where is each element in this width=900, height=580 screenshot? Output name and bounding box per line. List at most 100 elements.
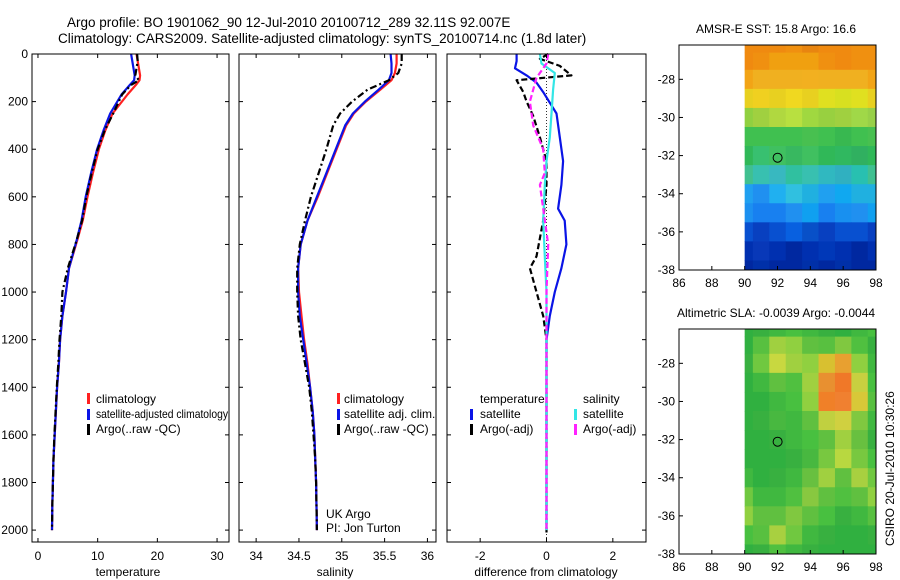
difference-xtick-label: 0	[543, 549, 550, 563]
sla_map-heat-cell	[851, 487, 869, 507]
sla_map-heat-cell	[818, 372, 836, 393]
salinity-x-axis-label: salinity	[317, 565, 354, 579]
sst_map-heat-cell	[802, 69, 820, 90]
sst_map-heat-cell	[867, 126, 877, 147]
temperature-ytick-label: 1400	[1, 380, 28, 394]
sla_map-heat-cell	[769, 329, 787, 338]
side-credit-label: CSIRO 20-Jul-2010 10:30:26	[883, 391, 897, 546]
difference-profile-chart: -2 0 2 difference from climatology tempera…	[446, 53, 647, 579]
sla_map-heat-cell	[785, 410, 803, 431]
sst_map-heat-cell	[785, 126, 803, 147]
sst_map-heat-cell	[834, 222, 852, 242]
sla_map-heat-cell	[769, 336, 787, 355]
difference-legend-label-temp-satellite: satellite	[480, 407, 521, 421]
sla_map-heat-cell	[802, 410, 820, 431]
sla_map-heat-cell	[752, 487, 770, 507]
sla-map-data-layer	[744, 329, 877, 555]
sla_map-heat-cell	[785, 329, 803, 338]
sst_map-heat-cell	[818, 222, 836, 242]
salinity-xtick-label: 34	[249, 549, 263, 563]
sla_map-heat-cell	[834, 372, 852, 393]
difference-legend-swatch-sal-satellite	[574, 409, 577, 420]
sla_map-heat-cell	[752, 391, 770, 412]
salinity-xtick-label: 35	[335, 549, 349, 563]
sst_map-ytick-label: -28	[658, 72, 676, 86]
sla_map-heat-cell	[802, 544, 820, 555]
page-titles: Argo profile: BO 1901062_90 12-Jul-2010 …	[58, 15, 586, 46]
salinity-plot-frame	[238, 53, 437, 543]
sst_map-heat-cell	[769, 107, 787, 128]
temperature-ytick-label: 1200	[1, 333, 28, 347]
sst_map-heat-cell	[744, 241, 754, 261]
sst_map-heat-cell	[802, 241, 820, 261]
sst_map-heat-cell	[818, 45, 836, 54]
sla_map-heat-cell	[851, 430, 869, 450]
sst_map-heat-cell	[834, 69, 852, 90]
sla_map-heat-cell	[834, 468, 852, 488]
sla_map-heat-cell	[802, 391, 820, 412]
sla_map-heat-cell	[867, 506, 877, 526]
sla_map-heat-cell	[744, 336, 754, 355]
sst_map-heat-cell	[785, 165, 803, 185]
sla_map-heat-cell	[752, 336, 770, 355]
sst_map-heat-cell	[867, 184, 877, 204]
sla_map-heat-cell	[752, 353, 770, 374]
sst_map-heat-cell	[851, 222, 869, 242]
sla_map-heat-cell	[867, 430, 877, 450]
sst_map-heat-cell	[802, 146, 820, 166]
sst_map-heat-cell	[818, 52, 836, 71]
sla_map-xtick-label: 98	[869, 560, 883, 574]
sst_map-heat-cell	[752, 146, 770, 166]
sla_map-heat-cell	[867, 353, 877, 374]
sla_map-heat-cell	[867, 329, 877, 338]
sla_map-heat-cell	[785, 353, 803, 374]
sst_map-heat-cell	[851, 69, 869, 90]
sst_map-heat-cell	[851, 165, 869, 185]
difference-legend-heading-salinity: salinity	[583, 392, 620, 406]
sla_map-heat-cell	[744, 353, 754, 374]
sst-map-data-layer	[744, 45, 877, 271]
sst_map-heat-cell	[851, 146, 869, 166]
sst_map-heat-cell	[867, 241, 877, 261]
difference-legend-swatch-temp-satellite	[470, 409, 473, 420]
sla_map-heat-cell	[744, 468, 754, 488]
sst_map-argo-location-marker	[772, 152, 783, 163]
temperature-ytick-label: 400	[8, 142, 28, 156]
sst_map-heat-cell	[867, 146, 877, 166]
salinity-legend: climatology satellite adj. clim. Argo(..…	[337, 392, 435, 436]
sst_map-xtick-label: 86	[672, 276, 686, 290]
temperature-legend-label-satellite: satellite-adjusted climatology	[96, 407, 228, 421]
temperature-legend-label-climatology: climatology	[96, 392, 156, 406]
temperature-x-axis-label: temperature	[96, 565, 161, 579]
sla_map-heat-cell	[769, 506, 787, 526]
salinity-data-layer	[296, 53, 403, 531]
sst_map-heat-cell	[752, 45, 770, 54]
sla_map-heat-cell	[834, 487, 852, 507]
sst-map-axis-layer: 86 88 90 92 94 96 98 -38 -36 -34 -32 -30 -28	[658, 72, 883, 290]
sla_map-heat-cell	[867, 391, 877, 412]
sst_map-heat-cell	[752, 260, 770, 271]
sla_map-ytick-label: -32	[658, 433, 676, 447]
sla_map-heat-cell	[752, 525, 770, 545]
sla_map-heat-cell	[752, 430, 770, 450]
temperature-ytick-label: 1600	[1, 428, 28, 442]
sst_map-heat-cell	[802, 165, 820, 185]
sla_map-heat-cell	[744, 329, 754, 338]
sst_map-heat-cell	[851, 88, 869, 109]
sst_map-heat-cell	[752, 165, 770, 185]
temperature-xtick-label: 0	[35, 549, 42, 563]
sla_map-heat-cell	[744, 430, 754, 450]
sla_map-heat-cell	[834, 525, 852, 545]
temperature-ytick-label: 2000	[1, 523, 28, 537]
sla_map-heat-cell	[867, 468, 877, 488]
sla_map-heat-cell	[752, 468, 770, 488]
sla_map-heat-cell	[818, 391, 836, 412]
sla_map-heat-cell	[785, 525, 803, 545]
sla_map-heat-cell	[851, 449, 869, 469]
sst_map-heat-cell	[867, 165, 877, 185]
sla_map-heat-cell	[752, 410, 770, 431]
sla_map-argo-location-marker	[772, 436, 783, 447]
difference-legend-label-sal-argo: Argo(-adj)	[583, 422, 636, 436]
sla_map-heat-cell	[818, 449, 836, 469]
difference-axis-layer: -2 0 2	[447, 53, 646, 563]
